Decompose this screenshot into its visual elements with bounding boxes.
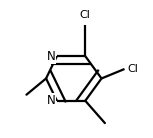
Text: Cl: Cl [80,10,91,20]
Text: N: N [46,50,55,63]
Text: Cl: Cl [127,64,138,74]
Text: N: N [46,94,55,107]
